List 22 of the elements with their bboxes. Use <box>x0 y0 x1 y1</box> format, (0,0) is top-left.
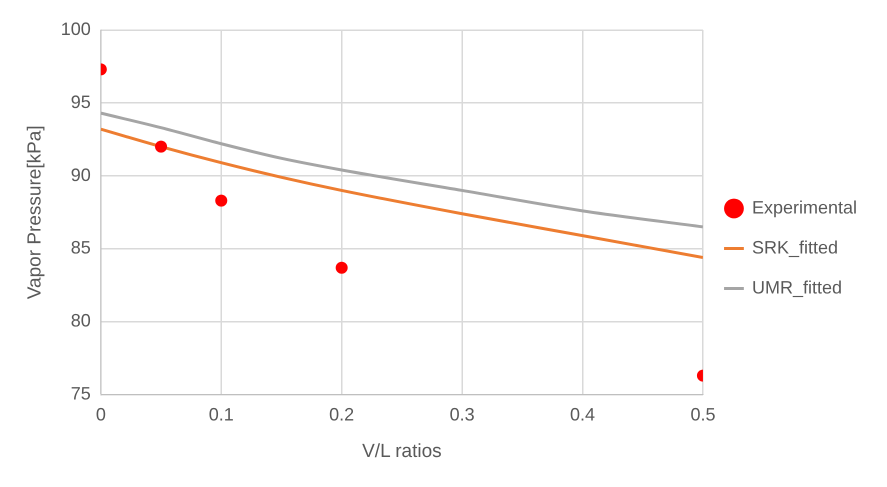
legend-label: Experimental <box>752 197 857 218</box>
x-tick-label: 0 <box>96 404 106 424</box>
legend-label: UMR_fitted <box>752 277 842 298</box>
y-tick-label: 90 <box>70 164 91 185</box>
legend-label: SRK_fitted <box>752 237 838 258</box>
y-axis-title: Vapor Pressure[kPa] <box>24 125 46 300</box>
point <box>155 140 168 153</box>
x-tick-label: 0.2 <box>329 404 354 424</box>
x-tick-label: 0.3 <box>450 404 475 424</box>
y-tick-label: 100 <box>60 18 91 39</box>
point <box>336 262 348 274</box>
x-tick-label: 0.5 <box>690 404 716 424</box>
y-tick-label: 95 <box>70 92 91 112</box>
line-series <box>100 112 703 228</box>
y-tick-label: 85 <box>70 238 91 258</box>
line-series <box>100 128 703 260</box>
y-tick-label: 75 <box>70 384 91 404</box>
point <box>215 194 228 207</box>
x-tick-label: 0.4 <box>570 404 596 424</box>
y-tick-label: 80 <box>70 310 91 331</box>
x-tick-label: 0.1 <box>208 404 234 424</box>
x-axis-title: V/L ratios <box>362 440 442 462</box>
